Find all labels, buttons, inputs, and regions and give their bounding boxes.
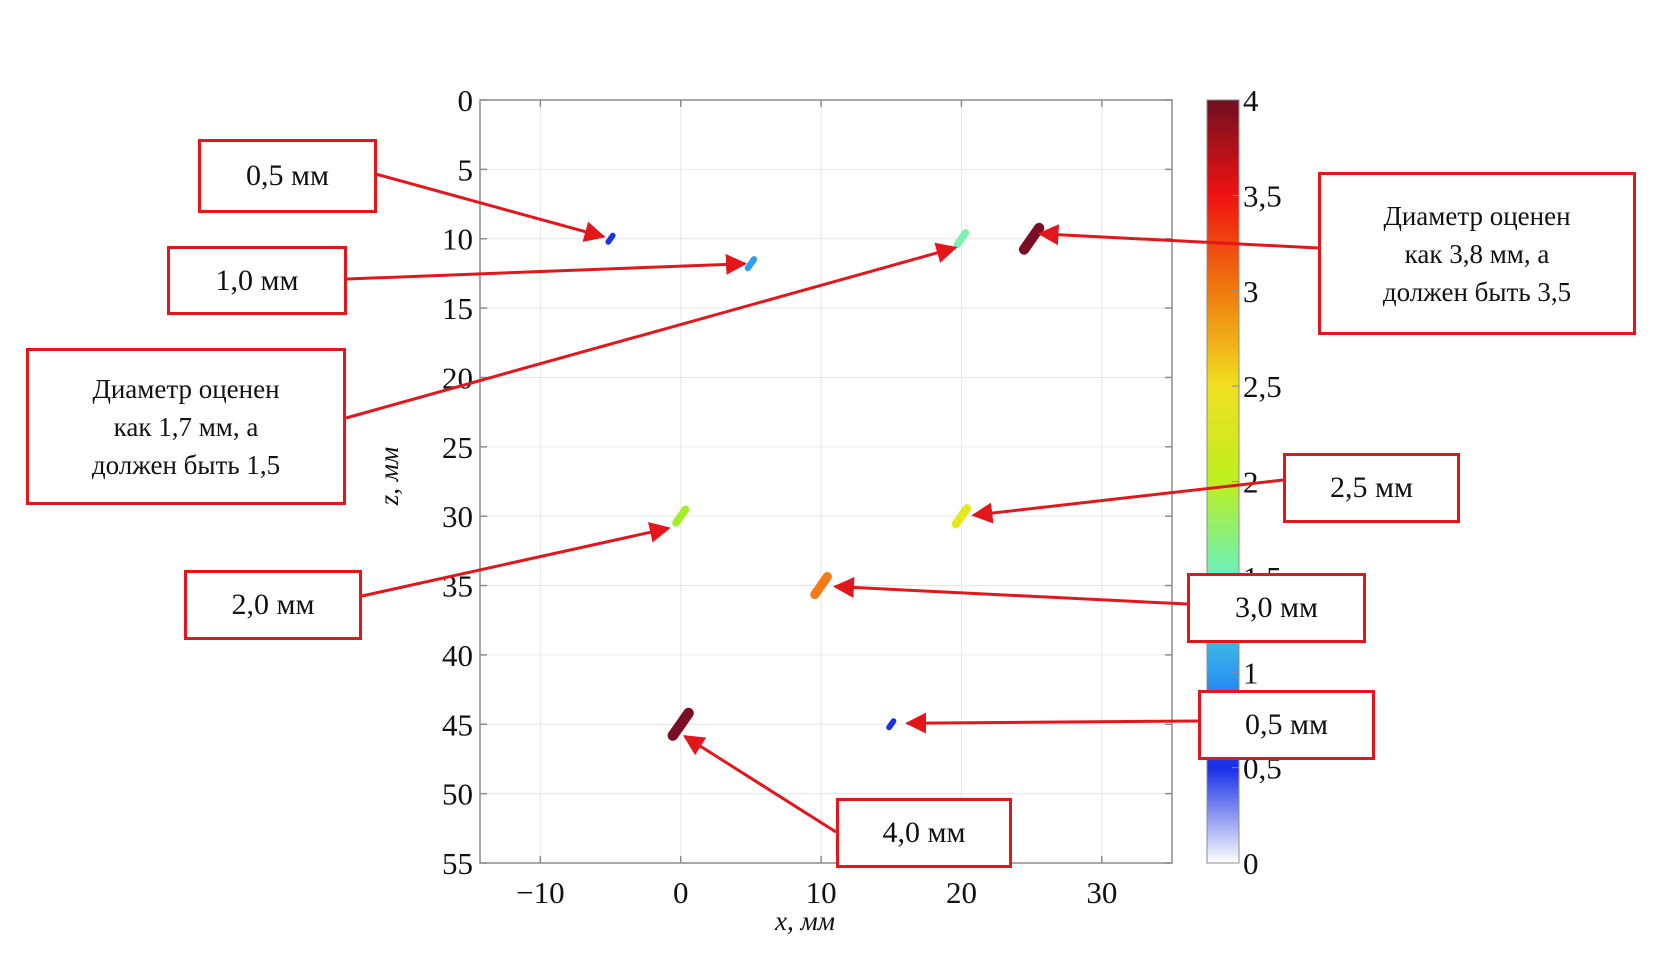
data-point (953, 229, 970, 249)
colorbar-tick-label: 2,5 (1243, 369, 1282, 404)
annotation-arrow (346, 253, 748, 281)
x-tick-label: 10 (806, 875, 837, 910)
annotation-line: должен быть 1,5 (91, 449, 281, 480)
annotation-arrow (682, 735, 837, 834)
colorbar-tick-label: 4 (1243, 83, 1259, 118)
colorbar-tick-label: 0 (1243, 846, 1259, 881)
colorbar-tick-label: 3 (1243, 274, 1259, 309)
annotation-box: 0,5 мм (198, 139, 377, 213)
y-tick-label: 5 (458, 152, 474, 187)
colorbar-tick-label: 1 (1243, 655, 1259, 690)
y-tick-label: 30 (442, 499, 473, 534)
y-tick-label: 55 (442, 846, 473, 881)
data-point (810, 572, 832, 600)
annotation-box: Диаметр оценен как 1,7 мм, а должен быть… (26, 348, 346, 505)
annotation-line: Диаметр оценен (1383, 200, 1571, 231)
y-tick-label: 15 (442, 291, 473, 326)
y-axis-label: z, мм (374, 447, 404, 506)
annotation-line: 2,0 мм (231, 588, 315, 621)
annotation-line: как 3,8 мм, а (1404, 238, 1550, 269)
colorbar-tick-label: 3,5 (1243, 178, 1282, 213)
x-tick-label: 20 (946, 875, 977, 910)
y-tick-label: 40 (442, 638, 473, 673)
annotation-line: 1,0 мм (215, 263, 299, 297)
annotation-arrow (832, 576, 1188, 606)
annotation-arrow (971, 478, 1284, 524)
annotation-box: 2,5 мм (1283, 453, 1460, 523)
x-tick-label: 30 (1086, 875, 1117, 910)
annotation-line: должен быть 3,5 (1382, 276, 1572, 307)
y-tick-label: 50 (442, 777, 473, 812)
annotation-box: 4,0 мм (836, 798, 1012, 868)
x-tick-label: 0 (673, 875, 689, 910)
data-point (744, 256, 758, 272)
y-tick-label: 0 (458, 83, 474, 118)
annotation-line: 2,5 мм (1330, 471, 1413, 504)
data-point (667, 707, 694, 741)
annotation-line: 0,5 мм (1245, 708, 1328, 741)
annotation-box: 3,0 мм (1187, 573, 1366, 643)
data-point (951, 504, 972, 529)
y-tick-label: 25 (442, 430, 473, 465)
annotation-box: 0,5 мм (1198, 690, 1375, 760)
annotation-box: Диаметр оценен как 3,8 мм, а должен быть… (1318, 172, 1636, 335)
annotation-line: 4,0 мм (882, 816, 966, 849)
x-axis-ticks: −10 0 10 20 30 (516, 100, 1117, 910)
annotation-arrow (905, 712, 1199, 734)
data-point (672, 505, 690, 527)
data-point (605, 232, 616, 245)
data-points (605, 222, 1045, 741)
annotation-line: 3,0 мм (1235, 591, 1318, 624)
annotation-arrow (361, 522, 671, 598)
x-axis-label: x, мм (774, 906, 835, 936)
plot-area (480, 100, 1172, 863)
colorbar-tick-label: 2 (1243, 465, 1259, 500)
data-point (886, 718, 897, 731)
annotation-arrow (345, 242, 958, 420)
y-tick-label: 45 (442, 707, 473, 742)
annotation-box: 1,0 мм (167, 246, 347, 315)
annotation-arrow (1037, 224, 1319, 250)
x-tick-label: −10 (516, 875, 564, 910)
y-tick-label: 10 (442, 222, 473, 257)
plot-frame (479, 99, 1173, 864)
annotation-arrow (371, 171, 606, 242)
annotation-line: как 1,7 мм, а (113, 411, 259, 442)
annotation-line: 0,5 мм (246, 159, 329, 192)
annotation-box: 2,0 мм (184, 570, 362, 640)
annotation-arrows (345, 171, 1319, 834)
annotation-line: Диаметр оценен (92, 373, 280, 404)
